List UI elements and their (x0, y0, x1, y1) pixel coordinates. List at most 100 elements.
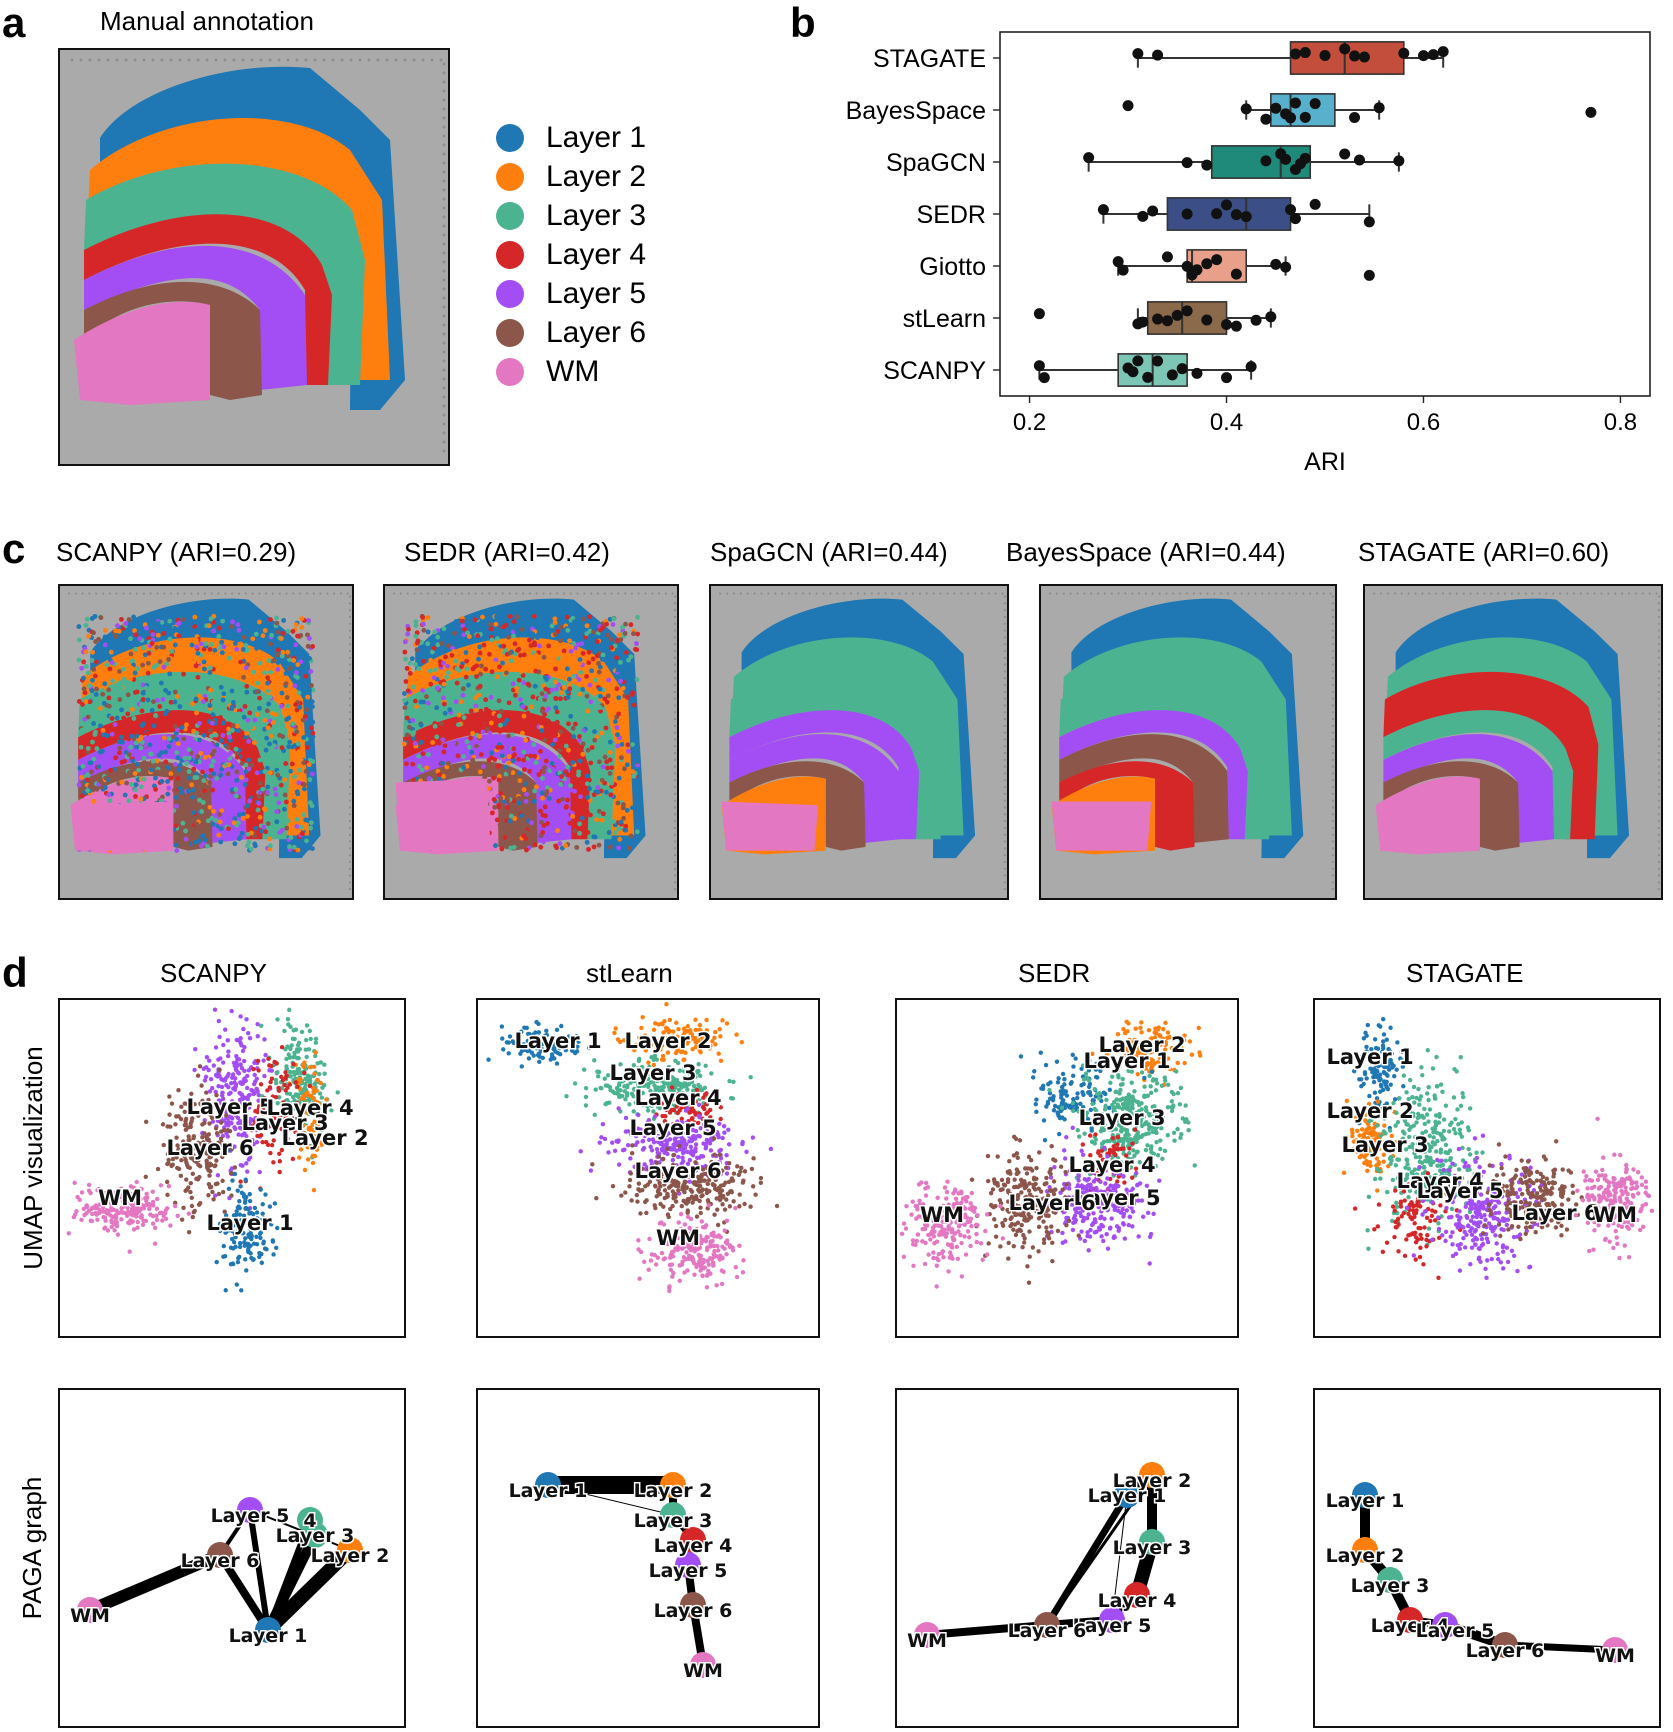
spot (607, 771, 613, 776)
umap-point (693, 1142, 699, 1147)
umap-point (204, 1134, 209, 1140)
spot (566, 682, 572, 688)
umap-point (670, 1157, 676, 1163)
fiducial-dot (122, 592, 125, 595)
umap-point (243, 1205, 249, 1211)
fiducial-dot (1331, 649, 1335, 653)
fiducial-dot (74, 592, 77, 595)
fiducial-dot (1657, 595, 1661, 598)
spot (283, 671, 289, 676)
umap-point (241, 1026, 246, 1032)
umap-point (676, 1081, 682, 1086)
spot (213, 732, 219, 738)
umap-point (608, 1087, 613, 1093)
umap-point (226, 1148, 231, 1153)
umap-point (698, 1126, 703, 1131)
spot (496, 774, 502, 779)
umap-point (670, 1203, 675, 1209)
fiducial-dot (1657, 697, 1661, 700)
fiducial-dot (1331, 731, 1335, 734)
umap-point (255, 1216, 260, 1221)
spot (442, 743, 448, 749)
spot (402, 649, 408, 655)
umap-point (704, 1028, 710, 1033)
spot (444, 674, 450, 680)
spot (499, 753, 505, 759)
spot (249, 830, 254, 836)
umap-point (640, 1187, 645, 1193)
spot (460, 623, 466, 629)
umap-point (219, 1108, 224, 1114)
fiducial-dot (535, 592, 538, 595)
umap-point (739, 1040, 745, 1045)
fiducial-dot (442, 332, 446, 336)
spot (588, 812, 593, 818)
umap-point (658, 1176, 664, 1181)
spot (195, 674, 201, 680)
umap-point (246, 1246, 251, 1252)
umap-point (135, 1219, 140, 1225)
umap-point (675, 1119, 680, 1124)
spot (307, 687, 313, 693)
fiducial-dot (319, 592, 322, 595)
umap-point (226, 1186, 232, 1192)
fiducial-dot (787, 592, 791, 595)
umap-point (246, 1105, 252, 1110)
umap-point (649, 1103, 655, 1109)
spot (272, 798, 277, 803)
umap-point (221, 1254, 226, 1259)
spot (481, 642, 487, 648)
umap-point (292, 1050, 297, 1056)
fiducial-dot (292, 592, 295, 595)
fiducial-dot (673, 711, 677, 714)
umap-point (724, 1021, 730, 1026)
spot (209, 815, 215, 821)
fiducial-dot (1510, 592, 1514, 595)
spot (186, 755, 192, 761)
fiducial-dot (673, 615, 677, 619)
spot (552, 620, 558, 625)
umap-point (258, 1023, 264, 1028)
umap-point (206, 1067, 211, 1073)
spot (292, 683, 298, 689)
spot (574, 844, 580, 850)
spot (161, 735, 167, 741)
umap-point (84, 1203, 89, 1208)
umap-point (113, 1190, 119, 1195)
umap-point (223, 1213, 229, 1218)
fiducial-dot (442, 449, 446, 453)
spot (613, 830, 618, 836)
spot (489, 669, 495, 675)
spot (570, 760, 575, 765)
spot (511, 758, 516, 764)
fiducial-dot (348, 785, 352, 789)
fiducial-dot (1003, 847, 1007, 850)
umap-point (165, 1151, 171, 1157)
data-point (1260, 155, 1272, 167)
fiducial-dot (1165, 592, 1168, 595)
spot (209, 733, 215, 739)
umap-point (529, 1050, 534, 1055)
umap-point (169, 1101, 175, 1106)
spot (308, 683, 314, 688)
spot (634, 677, 640, 682)
spot (441, 626, 447, 632)
umap-point (288, 1074, 293, 1079)
spot (238, 659, 243, 665)
spot (566, 676, 572, 682)
spot (510, 681, 516, 687)
umap-point (77, 1197, 82, 1202)
umap-point (625, 1142, 631, 1148)
umap-point (182, 1109, 187, 1114)
umap-point (706, 1095, 711, 1100)
spot (168, 699, 174, 705)
spot (494, 614, 499, 620)
umap-point (310, 1085, 316, 1091)
spot (566, 747, 571, 753)
spot (483, 722, 489, 728)
umap-point (214, 1259, 219, 1265)
spot (287, 739, 293, 745)
fiducial-dot (542, 592, 545, 595)
fiducial-dot (898, 592, 901, 595)
cluster-label: Layer 3 (241, 1111, 328, 1135)
